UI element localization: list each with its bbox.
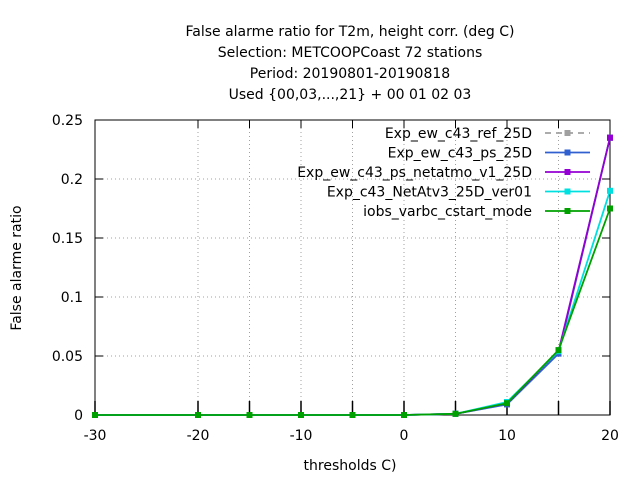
x-tick-label: 20 bbox=[601, 428, 619, 444]
data-point bbox=[607, 187, 613, 194]
legend-label: iobs_varbc_cstart_mode bbox=[363, 204, 532, 220]
legend-label: Exp_c43_NetAtv3_25D_ver01 bbox=[327, 185, 532, 201]
legend-marker bbox=[564, 149, 571, 156]
x-axis-label: thresholds C) bbox=[304, 458, 397, 474]
data-point bbox=[92, 412, 98, 418]
legend-marker bbox=[564, 188, 571, 195]
legend-item: Exp_ew_c43_ps_25D bbox=[388, 146, 590, 162]
legend-item: iobs_varbc_cstart_mode bbox=[363, 204, 590, 220]
legend-label: Exp_ew_c43_ps_25D bbox=[388, 146, 532, 162]
legend-item: Exp_ew_c43_ref_25D bbox=[385, 126, 590, 142]
data-point bbox=[555, 347, 562, 354]
legend: Exp_ew_c43_ref_25D Exp_ew_c43_ps_25D Exp_e… bbox=[297, 126, 590, 220]
y-tick-label: 0 bbox=[74, 408, 83, 424]
y-tick-label: 0.25 bbox=[52, 113, 83, 129]
title-line: Selection: METCOOPCoast 72 stations bbox=[218, 45, 483, 61]
data-point bbox=[298, 412, 304, 418]
data-point bbox=[607, 134, 613, 141]
title-line: Used {00,03,...,21} + 00 01 02 03 bbox=[229, 87, 472, 103]
legend-marker bbox=[564, 208, 571, 214]
legend-marker bbox=[564, 169, 571, 175]
data-point bbox=[401, 412, 407, 418]
legend-label: Exp_ew_c43_ref_25D bbox=[385, 126, 532, 142]
x-tick-label: 0 bbox=[400, 428, 409, 444]
legend-label: Exp_ew_c43_ps_netatmo_v1_25D bbox=[297, 165, 532, 181]
y-axis-label: False alarme ratio bbox=[9, 205, 25, 330]
y-tick-label: 0.05 bbox=[52, 349, 83, 365]
legend-marker bbox=[564, 130, 571, 136]
data-point bbox=[195, 412, 201, 418]
legend-item: Exp_c43_NetAtv3_25D_ver01 bbox=[327, 185, 590, 201]
data-point bbox=[452, 410, 459, 417]
y-tick-label: 0.15 bbox=[52, 231, 83, 247]
x-tick-label: -20 bbox=[187, 428, 210, 444]
x-tick-label: -10 bbox=[290, 428, 313, 444]
title-line: Period: 20190801-20190818 bbox=[250, 66, 450, 82]
x-tick-label: -30 bbox=[84, 428, 107, 444]
data-point bbox=[246, 412, 253, 418]
series-lines bbox=[92, 134, 613, 418]
axis-ticks: 0 0.05 0.1 0.15 0.2 0.25 -30 -20 -10 0 10 20 bbox=[52, 113, 619, 444]
series-line bbox=[95, 208, 611, 416]
series bbox=[92, 205, 613, 418]
data-point bbox=[349, 412, 356, 418]
data-point bbox=[607, 205, 613, 212]
y-tick-label: 0.2 bbox=[61, 172, 83, 188]
data-point bbox=[504, 400, 510, 407]
y-tick-label: 0.1 bbox=[61, 290, 83, 306]
chart-title: False alarme ratio for T2m, height corr.… bbox=[185, 24, 514, 103]
series bbox=[92, 187, 613, 418]
x-tick-label: 10 bbox=[498, 428, 516, 444]
title-line: False alarme ratio for T2m, height corr.… bbox=[185, 24, 514, 40]
legend-item: Exp_ew_c43_ps_netatmo_v1_25D bbox=[297, 165, 590, 181]
